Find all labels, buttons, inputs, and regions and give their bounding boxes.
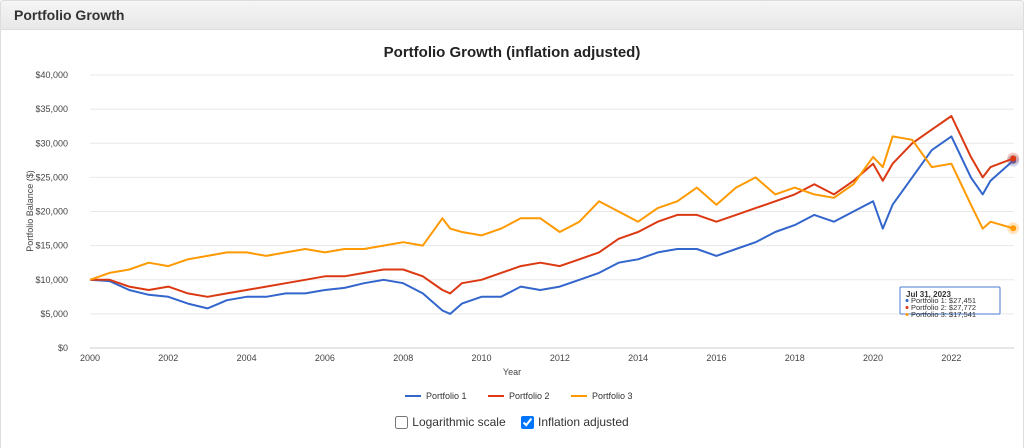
- x-tick-label: 2018: [785, 353, 805, 363]
- x-axis-label: Year: [503, 367, 521, 377]
- series-line-1: [89, 135, 1014, 315]
- log-scale-option[interactable]: Logarithmic scale: [395, 415, 506, 430]
- series-line-3: [89, 135, 1014, 281]
- legend-label: Portfolio 3: [592, 391, 633, 401]
- x-tick-label: 2004: [237, 353, 257, 363]
- tooltip-line: Portfolio 1: $27,451: [911, 296, 976, 305]
- y-tick-label: $25,000: [35, 172, 68, 182]
- tooltip-box: [899, 286, 1001, 315]
- y-tick-label: $0: [58, 343, 68, 353]
- x-tick-label: 2002: [158, 353, 178, 363]
- y-tick-label: $35,000: [35, 104, 68, 114]
- inflation-adjusted-label: Inflation adjusted: [537, 415, 629, 429]
- tooltip-dot: [905, 299, 909, 302]
- y-tick-label: $5,000: [40, 309, 68, 319]
- y-tick-label: $15,000: [35, 241, 68, 251]
- panel-header: Portfolio Growth: [0, 0, 1024, 30]
- chart-title: Portfolio Growth (inflation adjusted): [384, 44, 641, 61]
- x-tick-label: 2010: [472, 353, 492, 363]
- y-tick-label: $20,000: [35, 207, 68, 217]
- log-scale-checkbox[interactable]: [395, 416, 409, 430]
- x-tick-label: 2016: [706, 353, 726, 363]
- y-tick-label: $10,000: [35, 275, 68, 285]
- legend-label: Portfolio 2: [509, 391, 550, 401]
- inflation-adjusted-checkbox[interactable]: [520, 416, 534, 430]
- x-tick-label: 2008: [393, 353, 413, 363]
- tooltip-dot: [905, 313, 909, 316]
- log-scale-label: Logarithmic scale: [412, 415, 506, 429]
- tooltip-dot: [905, 306, 909, 309]
- x-tick-label: 2000: [80, 353, 100, 363]
- chart-options: Logarithmic scale Inflation adjusted: [0, 415, 1024, 430]
- hover-point: [1010, 155, 1017, 162]
- tooltip-date: Jul 31, 2023: [906, 290, 951, 299]
- legend-label: Portfolio 1: [426, 391, 467, 401]
- x-tick-label: 2014: [628, 353, 648, 363]
- x-tick-label: 2022: [941, 353, 961, 363]
- x-tick-label: 2012: [550, 353, 570, 363]
- y-tick-label: $30,000: [35, 138, 68, 148]
- y-tick-label: $40,000: [35, 70, 68, 80]
- series-line-2: [90, 115, 1014, 298]
- tooltip-line: Portfolio 2: $27,772: [911, 303, 976, 312]
- panel-title: Portfolio Growth: [14, 7, 125, 23]
- inflation-option[interactable]: Inflation adjusted: [520, 415, 629, 430]
- y-axis-label: Portfolio Balance ($): [25, 170, 35, 252]
- tooltip-line: Portfolio 3: $17,541: [911, 310, 976, 319]
- x-tick-label: 2020: [863, 353, 883, 363]
- x-tick-label: 2006: [315, 353, 335, 363]
- hover-point: [1010, 225, 1017, 232]
